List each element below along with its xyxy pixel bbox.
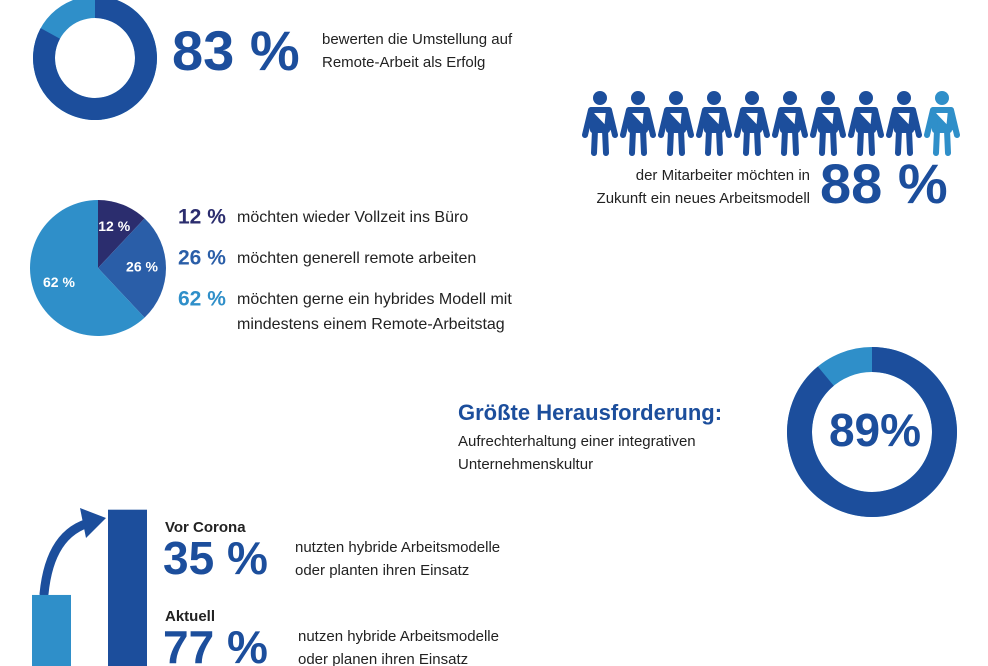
person-body bbox=[620, 107, 656, 156]
person-body bbox=[886, 107, 922, 156]
person-body bbox=[772, 107, 808, 156]
person-body bbox=[696, 107, 732, 156]
person-head bbox=[935, 91, 949, 105]
description: der Mitarbeiter möchten in bbox=[636, 167, 810, 184]
person-head bbox=[669, 91, 683, 105]
headline-value: 88 % bbox=[820, 152, 948, 215]
legend-text: möchten generell remote arbeiten bbox=[237, 250, 476, 267]
description: Zukunft ein neues Arbeitsmodell bbox=[597, 190, 810, 207]
pie-label: 62 % bbox=[43, 274, 75, 290]
description: nutzten hybride Arbeitsmodelle bbox=[295, 539, 500, 556]
donut-arc bbox=[33, 0, 157, 120]
person-head bbox=[745, 91, 759, 105]
growth-arrow bbox=[39, 517, 97, 599]
arrow-head bbox=[80, 508, 106, 538]
headline-value: 35 % bbox=[163, 532, 268, 584]
description: oder planten ihren Einsatz bbox=[295, 562, 469, 579]
legend-text: mindestens einem Remote-Arbeitstag bbox=[237, 316, 505, 333]
person-head bbox=[707, 91, 721, 105]
person-body bbox=[658, 107, 694, 156]
donut-label: 89% bbox=[829, 404, 921, 456]
legend-value: 26 % bbox=[178, 247, 226, 270]
description: bewerten die Umstellung auf bbox=[322, 31, 513, 48]
donut-arc bbox=[786, 347, 957, 518]
pie-slice bbox=[30, 200, 145, 336]
pie-label: 26 % bbox=[126, 259, 158, 275]
person-head bbox=[821, 91, 835, 105]
heading: Aktuell bbox=[165, 608, 215, 625]
pie-slice bbox=[98, 200, 145, 268]
legend-text: möchten gerne ein hybrides Modell mit bbox=[237, 291, 512, 308]
person-head bbox=[631, 91, 645, 105]
headline-value: 83 % bbox=[172, 19, 300, 82]
headline-value: 77 % bbox=[163, 621, 268, 666]
person-body bbox=[734, 107, 770, 156]
person-head bbox=[859, 91, 873, 105]
person-body bbox=[582, 107, 618, 156]
description: nutzen hybride Arbeitsmodelle bbox=[298, 628, 499, 645]
person-body bbox=[810, 107, 846, 156]
pie-slice bbox=[98, 218, 166, 318]
legend-text: möchten wieder Vollzeit ins Büro bbox=[237, 209, 468, 226]
description: Aufrechterhaltung einer integrativen bbox=[458, 433, 696, 450]
pie-label: 12 % bbox=[98, 218, 130, 234]
person-head bbox=[593, 91, 607, 105]
description: Remote-Arbeit als Erfolg bbox=[322, 54, 485, 71]
challenge-title: Größte Herausforderung: bbox=[458, 400, 722, 425]
person-body bbox=[848, 107, 884, 156]
person-body bbox=[924, 107, 960, 156]
person-head bbox=[783, 91, 797, 105]
description: oder planen ihren Einsatz bbox=[298, 651, 468, 666]
legend-value: 62 % bbox=[178, 288, 226, 311]
bar bbox=[108, 509, 147, 666]
person-head bbox=[897, 91, 911, 105]
bar bbox=[32, 594, 71, 666]
legend-value: 12 % bbox=[178, 206, 226, 229]
heading: Vor Corona bbox=[165, 519, 246, 536]
description: Unternehmenskultur bbox=[458, 456, 593, 473]
